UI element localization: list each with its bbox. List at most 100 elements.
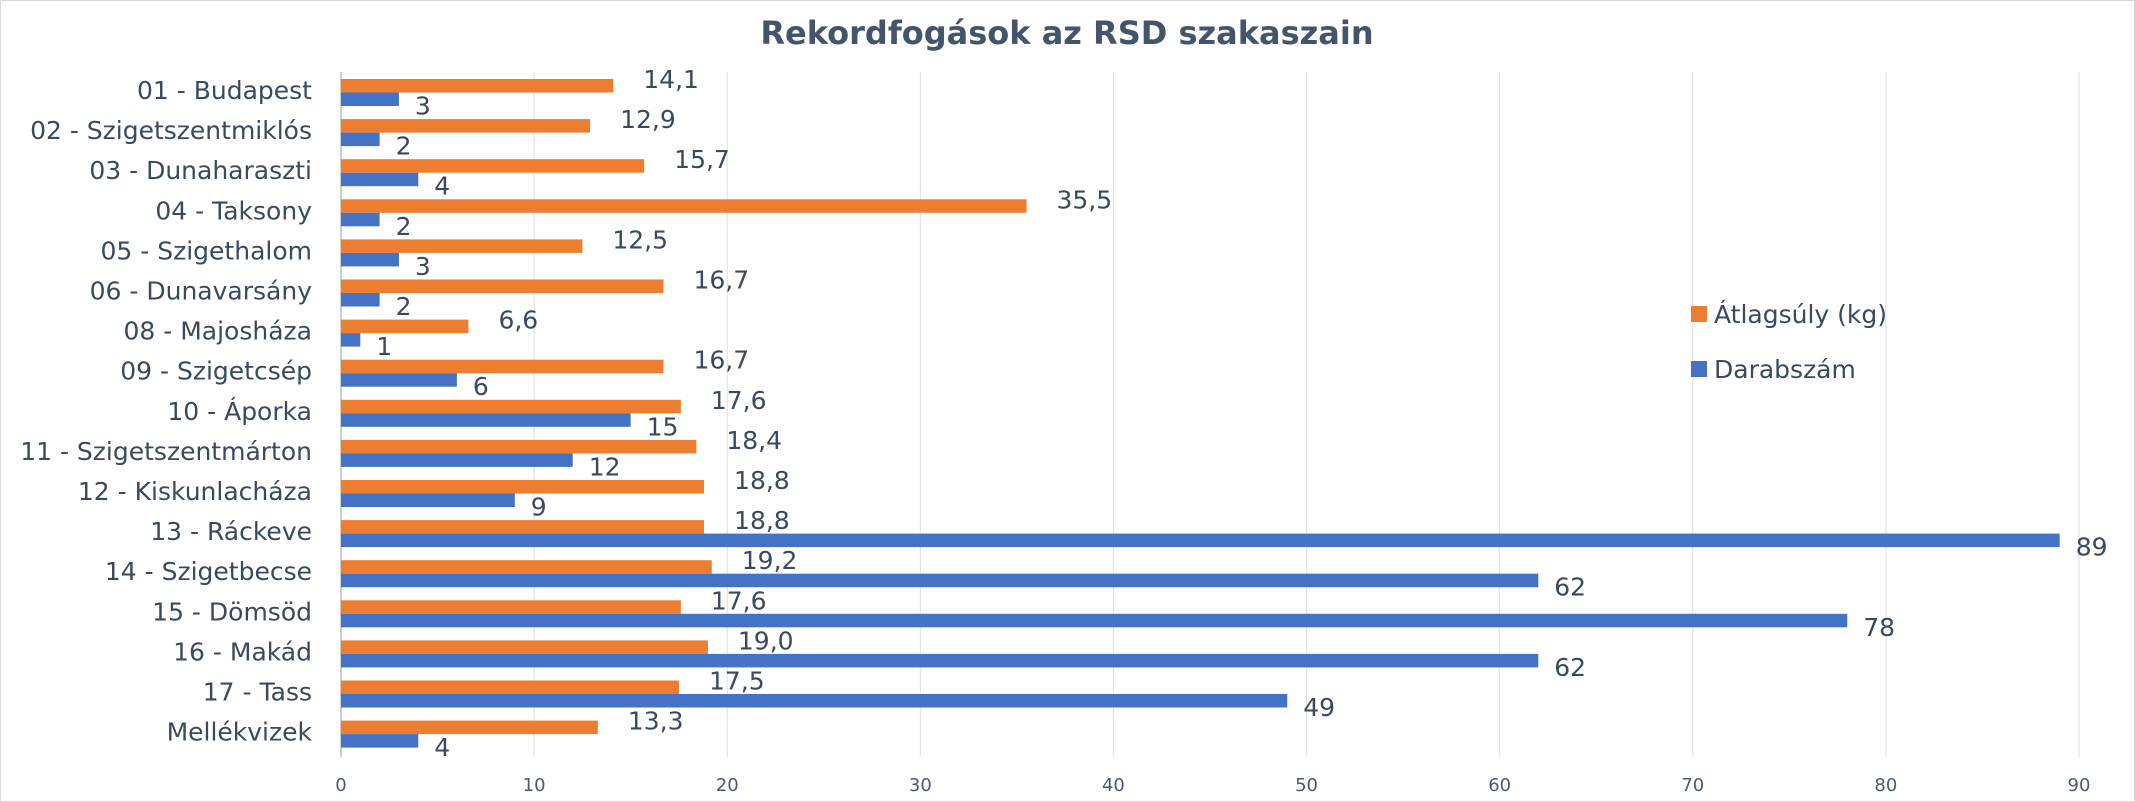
legend-label: Átlagsúly (kg): [1714, 300, 1887, 329]
data-label-darabszam: 12: [589, 452, 621, 481]
category-label: 11 - Szigetszentmárton: [20, 437, 312, 466]
data-label-darabszam: 3: [415, 92, 431, 121]
category-label: 08 - Majosháza: [124, 317, 313, 346]
data-label-atlagsuly: 17,6: [711, 586, 767, 615]
data-label-atlagsuly: 16,7: [693, 346, 749, 375]
bar-atlagsuly: [341, 399, 681, 414]
data-label-darabszam: 3: [415, 252, 431, 281]
data-label-darabszam: 62: [1554, 653, 1586, 682]
x-tick-label: 0: [335, 775, 346, 796]
bar-darabszam: [341, 653, 1539, 668]
data-label-darabszam: 15: [647, 412, 679, 441]
bar-darabszam: [341, 413, 631, 427]
category-labels: 01 - Budapest 02 - Szigetszentmiklós 03 - …: [20, 76, 312, 747]
x-tick-label: 40: [1102, 775, 1125, 796]
bar-darabszam: [341, 252, 399, 267]
bar-atlagsuly: [341, 239, 583, 253]
bar-atlagsuly: [341, 159, 645, 173]
category-label: 03 - Dunaharaszti: [89, 156, 312, 185]
bar-darabszam: [341, 132, 380, 147]
bar-atlagsuly: [341, 560, 712, 574]
category-label: 02 - Szigetszentmiklós: [30, 116, 312, 145]
data-label-atlagsuly: 35,5: [1057, 185, 1113, 214]
legend-label: Darabszám: [1714, 355, 1856, 384]
data-label-darabszam: 2: [396, 132, 412, 161]
category-label: 01 - Budapest: [137, 76, 312, 105]
legend: Átlagsúly (kg) Darabszám: [1691, 300, 1887, 384]
bar-darabszam: [341, 734, 419, 748]
data-label-atlagsuly: 19,2: [742, 546, 798, 575]
data-label-atlagsuly: 18,8: [734, 466, 790, 495]
bar-atlagsuly: [341, 480, 705, 494]
data-label-darabszam: 6: [473, 372, 489, 401]
chart-title: Rekordfogások az RSD szakaszain: [760, 14, 1373, 52]
bar-darabszam: [341, 493, 515, 507]
category-label: 17 - Tass: [203, 678, 312, 707]
legend-swatch: [1691, 361, 1707, 377]
data-label-atlagsuly: 17,6: [711, 386, 767, 415]
data-label-atlagsuly: 12,9: [620, 105, 676, 134]
bar-darabszam: [341, 172, 419, 187]
data-label-atlagsuly: 6,6: [498, 306, 538, 335]
x-axis-ticks: 0 10 20 30 40 50 60 70 80 90: [335, 775, 2090, 796]
bar-darabszam: [341, 613, 1848, 628]
bar-darabszam: [341, 533, 2060, 548]
data-label-darabszam: 62: [1554, 573, 1586, 602]
x-tick-label: 70: [1681, 775, 1704, 796]
data-label-darabszam: 2: [396, 292, 412, 321]
category-label: 05 - Szigethalom: [101, 236, 312, 265]
category-label: 15 - Dömsöd: [152, 597, 312, 626]
category-label: 06 - Dunavarsány: [90, 277, 313, 306]
x-tick-label: 10: [523, 775, 546, 796]
bar-darabszam: [341, 212, 380, 227]
category-label: 13 - Ráckeve: [150, 517, 312, 546]
category-label: 10 - Áporka: [167, 397, 312, 426]
data-label-darabszam: 9: [531, 493, 547, 522]
data-label-atlagsuly: 13,3: [628, 707, 684, 736]
bar-darabszam: [341, 453, 573, 467]
legend-swatch: [1691, 306, 1707, 322]
category-label: 16 - Makád: [173, 637, 312, 666]
x-tick-label: 30: [909, 775, 932, 796]
data-label-atlagsuly: 14,1: [643, 65, 699, 94]
bar-darabszam: [341, 293, 380, 307]
data-label-atlagsuly: 15,7: [674, 145, 730, 174]
bar-atlagsuly: [341, 640, 708, 654]
data-label-darabszam: 78: [1863, 613, 1895, 642]
bar-atlagsuly: [341, 79, 614, 93]
bar-atlagsuly: [341, 600, 681, 614]
data-label-darabszam: 4: [434, 733, 450, 762]
data-label-atlagsuly: 18,4: [726, 426, 782, 455]
data-label-atlagsuly: 17,5: [709, 667, 765, 696]
bar-atlagsuly: [341, 520, 705, 534]
x-tick-label: 20: [716, 775, 739, 796]
bar-darabszam: [341, 694, 1288, 708]
bar-darabszam: [341, 92, 399, 106]
x-tick-label: 50: [1295, 775, 1318, 796]
data-label-darabszam: 89: [2076, 533, 2108, 562]
data-label-atlagsuly: 19,0: [738, 626, 794, 655]
data-label-darabszam: 2: [396, 212, 412, 241]
data-label-darabszam: 1: [376, 332, 392, 361]
category-label: 09 - Szigetcsép: [120, 357, 312, 386]
bar-atlagsuly: [341, 279, 664, 293]
data-label-darabszam: 4: [434, 172, 450, 201]
x-tick-label: 80: [1874, 775, 1897, 796]
data-label-darabszam: 49: [1303, 693, 1335, 722]
data-labels: 14,1 3 12,9 2 15,7 4 35,5 2 12,5 3 16,7 2 6,6 1 16,7 6 1…: [376, 65, 2107, 762]
data-label-atlagsuly: 18,8: [734, 506, 790, 535]
category-label: 14 - Szigetbecse: [105, 557, 312, 586]
data-label-atlagsuly: 16,7: [693, 266, 749, 295]
category-label: Mellékvizek: [167, 718, 313, 747]
bar-atlagsuly: [341, 319, 469, 334]
bar-atlagsuly: [341, 359, 664, 374]
bar-atlagsuly: [341, 119, 591, 133]
x-tick-label: 90: [2068, 775, 2091, 796]
data-label-atlagsuly: 12,5: [612, 225, 668, 254]
bar-atlagsuly: [341, 680, 679, 694]
category-label: 04 - Taksony: [155, 196, 312, 225]
bar-darabszam: [341, 333, 361, 347]
bar-darabszam: [341, 573, 1539, 588]
bar-atlagsuly: [341, 199, 1027, 213]
